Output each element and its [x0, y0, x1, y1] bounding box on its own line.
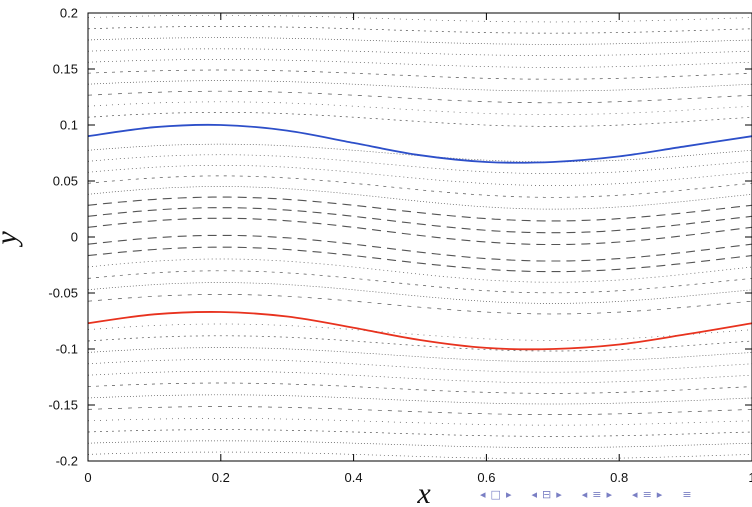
orbit-trace	[87, 48, 752, 56]
orbit-trace	[87, 451, 752, 460]
nav-prev-section-icon[interactable]: ◂	[581, 488, 588, 501]
x-tick-label: 0.8	[610, 470, 628, 485]
orbit-trace	[87, 37, 752, 45]
orbit-trace	[87, 282, 752, 304]
nav-next-frame-icon[interactable]: ▸	[505, 488, 512, 501]
orbit-trace	[87, 14, 752, 23]
orbit-trace	[87, 406, 752, 415]
y-tick-label: 0.15	[53, 62, 78, 77]
orbit-trace	[87, 90, 752, 104]
orbit-trace	[87, 370, 752, 384]
plot-frame	[87, 12, 752, 462]
orbit-trace	[87, 258, 752, 283]
orbit-trace	[87, 101, 752, 115]
orbit-trace	[87, 270, 752, 294]
orbit-trace	[87, 186, 752, 210]
orbit-trace	[87, 335, 752, 352]
nav-next-subsection-icon[interactable]: ▸	[556, 488, 562, 501]
orbit-trace	[87, 429, 752, 437]
y-tick-label: 0.2	[60, 6, 78, 21]
series-line-1	[87, 123, 752, 164]
nav-next-doc-icon[interactable]: ▸	[656, 488, 663, 501]
orbit-trace	[87, 394, 752, 405]
y-tick-label: 0.1	[60, 118, 78, 133]
orbit-trace	[87, 246, 752, 273]
orbit-trace	[87, 347, 752, 362]
nav-subsection-icon[interactable]: ⊟	[542, 488, 552, 501]
y-tick-label: -0.05	[48, 286, 78, 301]
y-axis-label: y	[0, 231, 23, 248]
orbit-trace	[87, 80, 752, 92]
nav-prev-doc-icon[interactable]: ◂	[632, 488, 638, 501]
orbit-trace	[87, 196, 752, 222]
orbit-trace	[87, 418, 752, 426]
y-tick-label: -0.2	[56, 454, 78, 469]
orbit-trace	[87, 323, 752, 341]
orbit-trace	[87, 143, 752, 163]
y-tick-label: -0.1	[56, 342, 78, 357]
y-tick-label: 0	[71, 230, 78, 245]
x-axis-label: x	[416, 477, 431, 507]
beamer-navigation: ◂ □ ▸ ◂ ⊟ ▸ ◂ ≡ ▸ ◂ ≡ ▸ ≡	[480, 487, 692, 503]
orbit-trace	[87, 26, 752, 34]
orbit-trace	[87, 359, 752, 373]
nav-next-section-icon[interactable]: ▸	[606, 488, 613, 501]
orbit-trace	[87, 207, 752, 234]
y-tick-label: -0.15	[48, 398, 78, 413]
x-tick-label: 1	[748, 470, 752, 485]
x-tick-label: 0.6	[477, 470, 495, 485]
orbit-trace	[87, 59, 752, 68]
nav-doc-icon[interactable]: ≡	[642, 488, 652, 501]
x-tick-label: 0	[84, 470, 91, 485]
x-tick-label: 0.4	[345, 470, 363, 485]
orbit-trace	[87, 382, 752, 394]
series-group	[87, 123, 752, 351]
ticks	[87, 12, 752, 462]
orbit-trace	[87, 154, 752, 175]
background-orbits	[87, 14, 752, 460]
tick-labels: 0 0.2 0.4 0.6 0.8 1 -0.2 -0.15 -0.1 -0.05 0 0.05 0.1…	[48, 6, 752, 486]
orbit-trace	[87, 217, 752, 246]
nav-prev-frame-icon[interactable]: ◂	[480, 488, 486, 501]
nav-frame-icon[interactable]: □	[490, 488, 501, 501]
orbit-trace	[87, 440, 752, 448]
nav-prev-subsection-icon[interactable]: ◂	[531, 488, 537, 501]
nav-menu-icon[interactable]: ≡	[682, 488, 692, 501]
orbit-trace	[87, 69, 752, 80]
orbit-trace	[87, 294, 752, 315]
nav-section-icon[interactable]: ≡	[592, 488, 602, 501]
y-tick-label: 0.05	[53, 174, 78, 189]
x-tick-label: 0.2	[212, 470, 230, 485]
orbit-trace	[87, 164, 752, 186]
orbit-trace	[87, 175, 752, 198]
series-line-2	[87, 311, 752, 351]
orbit-trace	[87, 112, 752, 127]
orbit-trace	[87, 234, 752, 262]
